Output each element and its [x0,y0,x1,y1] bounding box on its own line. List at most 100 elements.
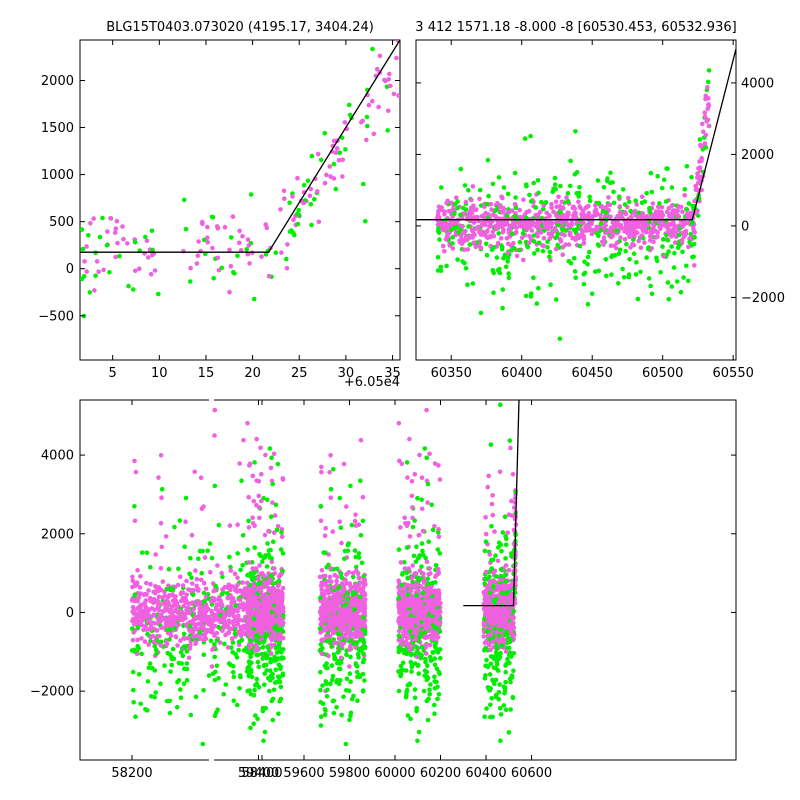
data-point-magenta [278,207,283,212]
data-point-magenta [424,559,430,565]
data-point-green [678,289,684,295]
data-point-green [240,563,245,568]
data-point-green [691,241,697,247]
data-point-green [245,688,250,694]
data-point-magenta [592,203,598,208]
data-point-magenta [331,138,337,144]
data-point-green [172,524,177,530]
y-tick-label: 1000 [41,168,74,183]
data-point-magenta [407,645,412,651]
data-point-magenta [680,224,685,229]
data-point-magenta [232,571,238,577]
data-point-green [318,687,323,693]
data-point-green [587,194,592,200]
data-point-magenta [350,598,355,603]
data-point-green [635,296,641,302]
data-point-magenta [607,202,613,207]
data-point-green [690,220,695,225]
data-point-green [648,283,653,289]
data-point-magenta [598,212,603,218]
data-point-green [528,199,534,204]
data-point-green [329,663,335,668]
data-point-magenta [168,633,174,638]
data-point-magenta [322,533,328,538]
data-point-green [490,181,496,187]
data-point-magenta [181,603,186,609]
data-point-green [565,199,571,204]
data-point-green [581,281,587,287]
data-point-magenta [362,597,368,602]
data-point-green [180,653,186,659]
data-point-magenta [222,613,228,619]
data-point-magenta [331,585,337,590]
data-point-green [432,662,438,668]
data-point-green [496,231,502,236]
data-point-magenta [653,235,659,240]
data-point-magenta [587,219,593,225]
data-point-green [462,183,468,188]
x-tick-label: 20 [244,366,261,381]
data-point-green [238,567,243,573]
data-point-magenta [434,621,440,627]
model-curve [80,40,400,253]
data-point-green [237,686,242,691]
data-point-magenta [686,244,691,250]
data-point-green [610,180,615,185]
data-point-green [458,166,464,172]
data-point-green [358,533,364,538]
data-point-magenta [549,202,554,207]
data-point-magenta [459,224,465,229]
data-point-magenta [675,208,681,213]
data-point-green [609,272,614,278]
data-point-magenta [227,626,232,632]
data-point-magenta [184,592,189,598]
data-point-magenta [669,203,675,208]
data-point-green [343,741,349,747]
data-point-magenta [541,243,546,249]
data-point-magenta [666,227,671,232]
data-point-green [270,671,275,677]
data-point-green [533,205,539,210]
data-point-magenta [341,461,347,467]
data-point-green [450,241,455,246]
data-point-green [145,679,151,684]
data-point-magenta [398,525,403,530]
data-point-magenta [571,204,576,210]
data-point-green [230,650,235,655]
data-point-green [255,659,261,665]
data-point-green [676,232,682,238]
tl-data-marks [80,40,400,319]
data-point-magenta [655,204,661,210]
data-point-green [639,200,645,206]
data-point-green [338,571,344,577]
data-point-green [153,690,158,695]
data-point-green [438,655,443,661]
data-point-magenta [245,237,251,242]
data-point-green [547,249,553,255]
data-point-magenta [295,175,300,181]
data-point-green [543,200,549,205]
data-point-magenta [348,623,353,629]
data-point-magenta [150,633,156,639]
data-point-green [320,683,325,688]
data-point-magenta [270,621,275,626]
data-point-green [334,566,340,572]
data-point-magenta [180,596,186,601]
data-point-green [341,694,346,700]
data-point-green [663,199,669,204]
data-point-magenta [162,608,168,614]
data-point-magenta [148,581,153,587]
chart-title: 3 412 1571.18 -8.000 -8 [60530.453, 6053… [415,20,736,35]
data-point-magenta [149,626,154,631]
data-point-green [596,201,602,206]
data-point-green [358,637,363,643]
data-point-magenta [202,634,207,640]
data-point-magenta [363,581,368,587]
data-point-magenta [382,77,387,83]
data-point-magenta [649,246,654,251]
data-point-green [117,253,122,259]
data-point-green [292,232,297,238]
data-point-magenta [259,472,264,477]
data-point-green [262,729,268,735]
data-point-green [687,240,692,245]
